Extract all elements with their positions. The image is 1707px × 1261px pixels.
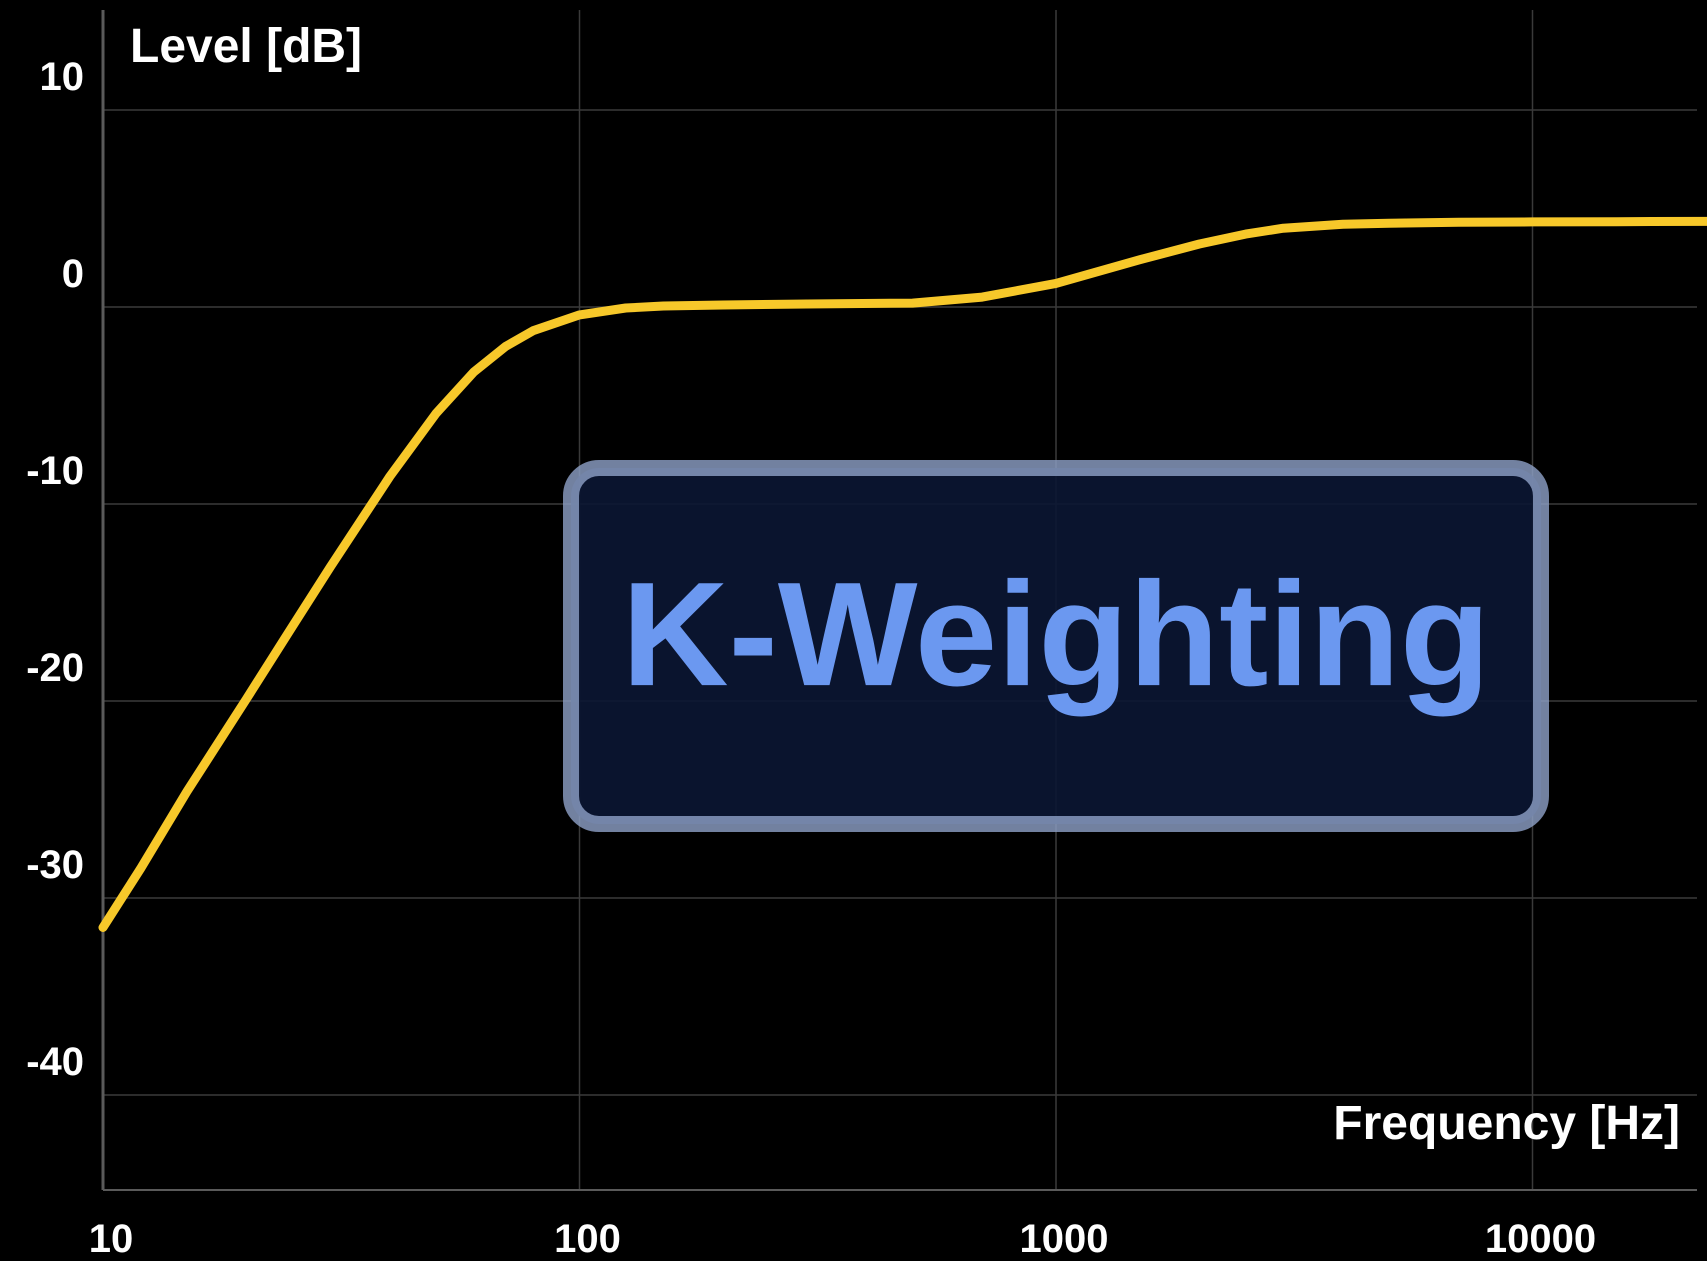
y-tick-label: 10 [40, 55, 85, 99]
x-tick-label: 10000 [1485, 1217, 1596, 1261]
k-weighting-curve [98, 216, 1707, 932]
axes [101, 10, 1697, 1191]
x-tick-label: 100 [554, 1217, 621, 1261]
x-tick-label: 10 [89, 1217, 134, 1261]
y-axis-label: Level [dB] [130, 20, 362, 73]
y-tick-label: -30 [26, 843, 84, 887]
x-tick-label: 1000 [1020, 1217, 1109, 1261]
y-tick-label: -10 [26, 449, 84, 493]
y-tick-label: -40 [26, 1040, 84, 1084]
k-weighting-label-box: K-Weighting [563, 460, 1549, 832]
x-axis-label: Frequency [Hz] [1333, 1097, 1680, 1150]
y-tick-label: 0 [62, 252, 84, 296]
x-tick-labels: 10 100 1000 10000 [89, 1217, 1596, 1261]
label-box-background [563, 460, 1549, 832]
y-tick-labels: 10 0 -10 -20 -30 -40 [26, 55, 84, 1084]
y-tick-label: -20 [26, 646, 84, 690]
chart-overlay-title: K-Weighting [622, 552, 1491, 717]
